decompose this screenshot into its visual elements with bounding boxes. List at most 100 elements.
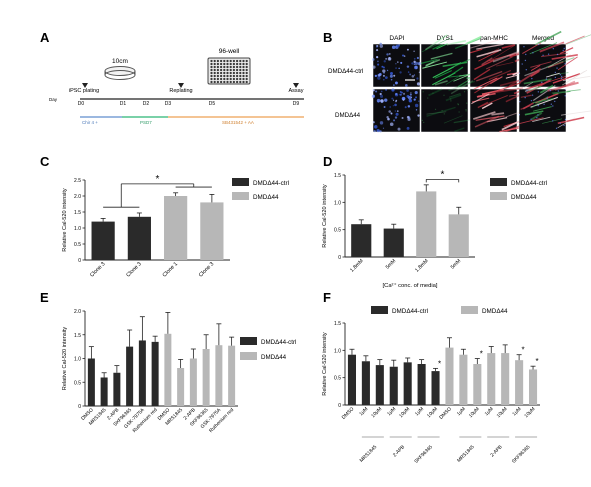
well-dot <box>216 68 220 72</box>
well-dot <box>213 74 216 78</box>
bar <box>164 333 172 406</box>
y-tick-label: 0 <box>338 403 341 409</box>
legend-swatch <box>232 192 249 200</box>
well-dot <box>245 77 248 81</box>
well-dot <box>232 62 236 66</box>
bar <box>91 221 115 260</box>
day-label: D3 <box>165 101 172 107</box>
well-dot <box>226 62 229 66</box>
bar <box>431 371 440 405</box>
well-dot <box>216 65 220 69</box>
bar <box>383 228 404 257</box>
y-tick-label: 1.5 <box>74 210 81 216</box>
well-dot <box>232 80 236 84</box>
well-dot <box>219 71 223 75</box>
micrograph-tile <box>469 77 544 133</box>
significance-star: * <box>438 359 441 368</box>
well-dot <box>235 65 239 69</box>
bar <box>151 341 159 406</box>
day-label: D9 <box>293 101 300 107</box>
y-tick-label: 0.5 <box>74 242 81 248</box>
well-dot <box>242 62 245 66</box>
well-dot <box>242 68 245 72</box>
bar <box>228 345 236 406</box>
y-tick-label: 1.0 <box>334 348 341 354</box>
well-dot <box>245 68 248 72</box>
well-dot <box>229 59 232 63</box>
bar <box>487 353 496 405</box>
panel-letter-b: B <box>323 30 332 45</box>
well-dot <box>213 71 216 75</box>
well-dot <box>239 74 242 78</box>
bar <box>448 214 469 257</box>
panel-b-micrographs: DAPI DYS1 pan-MHC Merged DMDΔ44-ctrl DMD… <box>328 30 591 133</box>
well-dot <box>232 77 236 81</box>
well-dot <box>210 80 213 84</box>
well-dot <box>210 71 213 75</box>
y-axis-label: Relative Cal-520 intensity <box>62 188 68 252</box>
y-tick-label: 0.5 <box>74 380 81 386</box>
well-dot <box>235 74 239 78</box>
well-dot <box>223 59 226 63</box>
well-dot <box>226 77 229 81</box>
y-tick-label: 0.5 <box>334 228 341 234</box>
x-tick-label: 1μM <box>414 406 425 417</box>
dish-icon <box>104 66 136 80</box>
y-tick-label: 0 <box>78 404 81 410</box>
well-dot <box>245 65 248 69</box>
well-dot <box>229 74 232 78</box>
well-dot <box>239 71 242 75</box>
well-dot <box>213 62 216 66</box>
well-dot <box>226 71 229 75</box>
y-axis-label: Relative Cal-520 intensity <box>322 332 328 396</box>
well-dot <box>219 77 223 81</box>
micrograph-tile <box>371 88 421 133</box>
column-label-merged: Merged <box>532 35 554 42</box>
row-label-ctrl: DMDΔ44-ctrl <box>328 68 363 75</box>
well-dot <box>245 59 248 63</box>
well-dot <box>226 65 229 69</box>
bar <box>215 345 223 406</box>
panel-a-schematic: 10cm 96-well iPSC plating Replating Assa… <box>49 48 304 125</box>
well-dot <box>235 80 239 84</box>
well-dot <box>213 68 216 72</box>
well-dot <box>219 68 223 72</box>
plate-label: 96-well <box>219 48 240 55</box>
well-dot <box>216 77 220 81</box>
well-dot <box>229 65 232 69</box>
well-dot <box>210 59 213 63</box>
media-label-blue: Chir 4 + <box>82 120 98 125</box>
well-dot <box>245 80 248 84</box>
well-dot <box>216 74 220 78</box>
well-dot <box>223 65 226 69</box>
column-label-dys1: DYS1 <box>437 35 454 42</box>
well-dot <box>210 65 213 69</box>
well-dot <box>232 68 236 72</box>
well-dot <box>245 74 248 78</box>
well-dot <box>216 59 220 63</box>
well-dot <box>219 62 223 66</box>
significance-star: * <box>156 174 160 185</box>
well-dot <box>239 59 242 63</box>
y-tick-label: 2.0 <box>74 194 81 200</box>
panel-letter-a: A <box>40 30 50 45</box>
micrograph-tile <box>420 34 486 88</box>
legend-swatch <box>371 306 388 314</box>
well-dot <box>223 68 226 72</box>
dish-label: 10cm <box>112 58 128 65</box>
legend-swatch <box>232 178 249 186</box>
event-label-replating: Replating <box>169 88 192 94</box>
well-dot <box>235 59 239 63</box>
well-dot <box>232 74 236 78</box>
day-label: D5 <box>209 101 216 107</box>
bar <box>202 349 210 406</box>
bar <box>528 369 538 405</box>
y-axis-label: Relative Cal-520 intensity <box>62 327 68 391</box>
well-dot <box>229 80 232 84</box>
bar <box>113 372 121 406</box>
well-dot <box>226 59 229 63</box>
well-dot <box>223 74 226 78</box>
bar <box>127 216 151 260</box>
well-dot <box>235 62 239 66</box>
legend-label: DMDΔ44-ctrl <box>511 180 547 187</box>
